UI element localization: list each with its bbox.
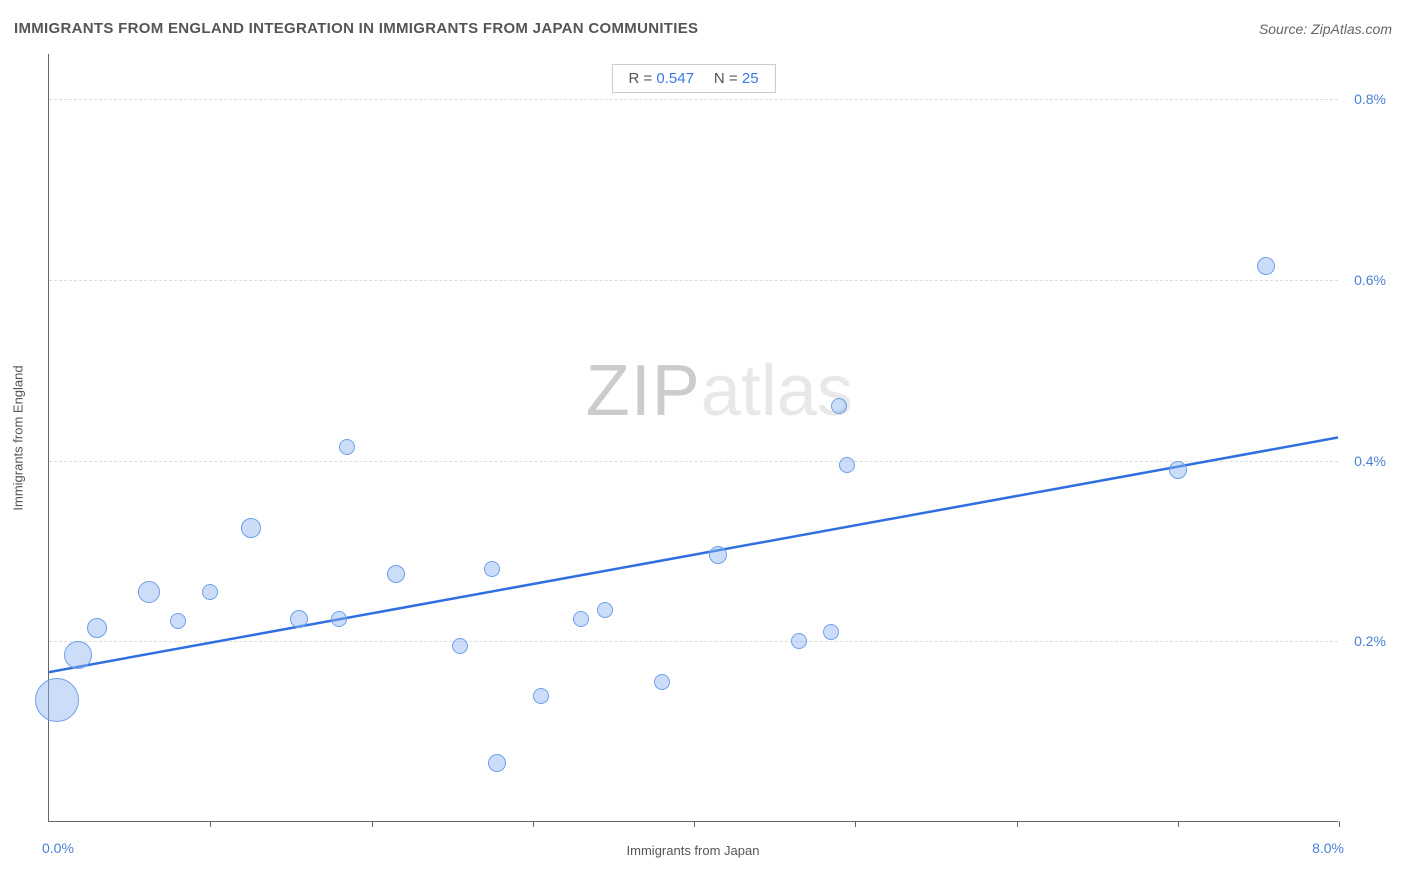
scatter-point <box>484 561 500 577</box>
y-axis-label: Immigrants from England <box>11 365 26 510</box>
y-tick-label: 0.2% <box>1354 633 1386 649</box>
watermark-atlas: atlas <box>701 351 853 431</box>
y-tick-label: 0.4% <box>1354 453 1386 469</box>
scatter-point <box>839 457 855 473</box>
scatter-point <box>339 439 355 455</box>
x-axis-label: Immigrants from Japan <box>627 843 760 858</box>
chart-title: IMMIGRANTS FROM ENGLAND INTEGRATION IN I… <box>14 20 698 37</box>
grid-line <box>49 641 1338 642</box>
scatter-point <box>709 546 727 564</box>
scatter-point <box>823 624 839 640</box>
x-tick <box>1339 821 1340 827</box>
x-tick <box>694 821 695 827</box>
scatter-point <box>791 633 807 649</box>
scatter-point <box>452 638 468 654</box>
scatter-point <box>138 581 160 603</box>
scatter-point <box>1257 257 1275 275</box>
x-max-label: 8.0% <box>1312 840 1344 856</box>
watermark: ZIPatlas <box>586 350 853 432</box>
x-tick <box>533 821 534 827</box>
scatter-point <box>87 618 107 638</box>
watermark-zip: ZIP <box>586 351 701 431</box>
grid-line <box>49 280 1338 281</box>
y-tick-label: 0.8% <box>1354 91 1386 107</box>
scatter-point <box>387 565 405 583</box>
plot-area: ZIPatlas R = 0.547 N = 25 <box>48 54 1338 822</box>
scatter-point <box>488 754 506 772</box>
scatter-point <box>597 602 613 618</box>
x-tick <box>1178 821 1179 827</box>
scatter-point <box>331 611 347 627</box>
scatter-point <box>1169 461 1187 479</box>
scatter-point <box>241 518 261 538</box>
scatter-point <box>35 678 79 722</box>
grid-line <box>49 461 1338 462</box>
x-tick <box>210 821 211 827</box>
stats-box: R = 0.547 N = 25 <box>611 64 775 93</box>
grid-line <box>49 99 1338 100</box>
scatter-point <box>573 611 589 627</box>
scatter-point <box>533 688 549 704</box>
scatter-point <box>654 674 670 690</box>
y-tick-label: 0.6% <box>1354 272 1386 288</box>
x-tick <box>1017 821 1018 827</box>
x-min-label: 0.0% <box>42 840 74 856</box>
plot-container: ZIPatlas R = 0.547 N = 25 Immigrants fro… <box>48 54 1338 822</box>
scatter-point <box>170 613 186 629</box>
x-tick <box>372 821 373 827</box>
stat-n: N = 25 <box>714 70 759 87</box>
stat-r: R = 0.547 <box>628 70 693 87</box>
scatter-point <box>831 398 847 414</box>
scatter-point <box>290 610 308 628</box>
scatter-point <box>64 641 92 669</box>
trend-line <box>49 54 1338 821</box>
x-tick <box>855 821 856 827</box>
scatter-point <box>202 584 218 600</box>
source-label: Source: ZipAtlas.com <box>1259 21 1392 37</box>
header: IMMIGRANTS FROM ENGLAND INTEGRATION IN I… <box>14 20 1392 37</box>
